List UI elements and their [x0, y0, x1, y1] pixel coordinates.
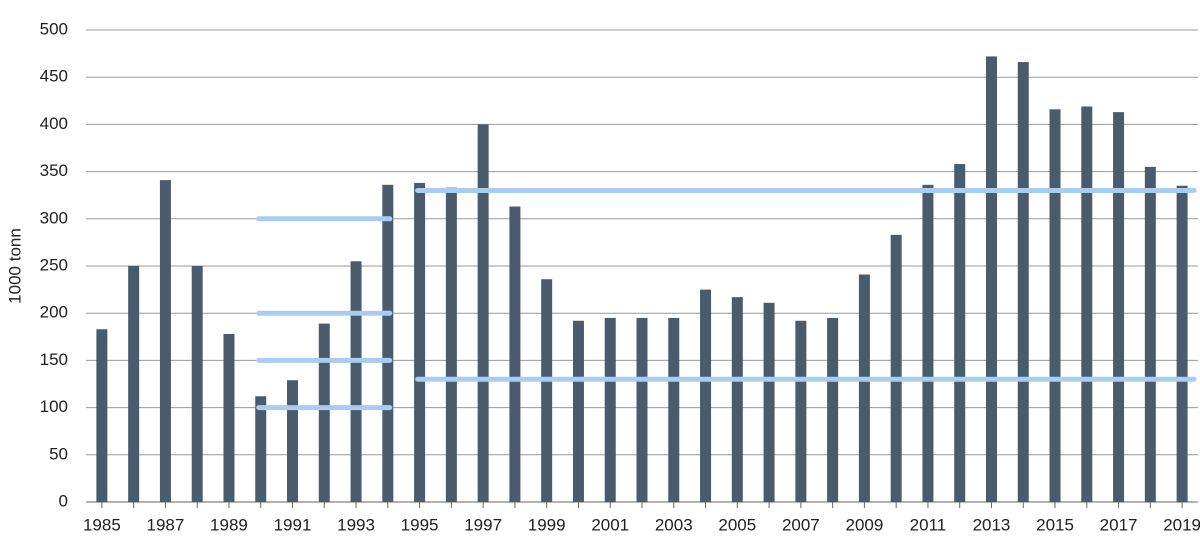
- y-tick-label: 200: [40, 303, 68, 322]
- y-tick-label: 350: [40, 161, 68, 180]
- bar: [541, 279, 553, 502]
- bar: [763, 302, 775, 502]
- x-tick-label: 1995: [401, 515, 439, 534]
- x-tick-label: 1987: [147, 515, 185, 534]
- bar: [509, 206, 521, 502]
- bar: [1176, 185, 1188, 502]
- x-tick-label: 1997: [464, 515, 502, 534]
- x-tick-label: 2001: [591, 515, 629, 534]
- x-tick-label: 2013: [973, 515, 1011, 534]
- bar: [382, 184, 394, 503]
- bar: [287, 380, 299, 502]
- bar: [731, 297, 743, 502]
- x-tick-label: 1991: [274, 515, 312, 534]
- x-tick-label: 2007: [782, 515, 820, 534]
- bar: [954, 164, 966, 502]
- x-tick-label: 1993: [337, 515, 375, 534]
- bar: [96, 329, 108, 502]
- x-tick-label: 1985: [83, 515, 121, 534]
- x-tick-label: 2003: [655, 515, 693, 534]
- bar: [636, 317, 648, 502]
- y-tick-label: 50: [49, 444, 68, 463]
- bar: [890, 234, 902, 502]
- bar: [700, 289, 712, 502]
- y-tick-label: 400: [40, 114, 68, 133]
- x-tick-label: 2015: [1036, 515, 1074, 534]
- y-tick-label: 0: [59, 491, 68, 510]
- x-tick-label: 1989: [210, 515, 248, 534]
- bar: [922, 184, 934, 503]
- x-tick-label: 2009: [845, 515, 883, 534]
- y-tick-label: 450: [40, 67, 68, 86]
- bar: [1113, 112, 1125, 503]
- bar: [1017, 62, 1029, 502]
- bar: [1049, 109, 1061, 503]
- y-tick-label: 250: [40, 255, 68, 274]
- bar: [223, 333, 235, 502]
- y-axis-label: 1000 tonn: [5, 228, 24, 304]
- bar: [668, 317, 680, 502]
- bar: [795, 320, 807, 502]
- y-tick-label: 500: [40, 19, 68, 38]
- bar: [159, 180, 171, 502]
- x-tick-label: 2019: [1163, 515, 1200, 534]
- x-tick-label: 1999: [528, 515, 566, 534]
- bar: [477, 124, 489, 503]
- bar: [572, 320, 584, 502]
- bar: [1144, 166, 1156, 502]
- bar: [255, 396, 267, 502]
- bar: [985, 56, 997, 502]
- x-tick-label: 2011: [910, 515, 947, 534]
- bar: [858, 274, 870, 502]
- bar: [318, 323, 330, 502]
- x-tick-label: 2017: [1100, 515, 1138, 534]
- y-tick-label: 100: [40, 397, 68, 416]
- bar: [128, 266, 140, 502]
- bar: [191, 266, 203, 502]
- bar: [604, 317, 616, 502]
- bar: [827, 317, 839, 502]
- y-tick-label: 300: [40, 208, 68, 227]
- bar: [350, 261, 362, 502]
- bar: [445, 187, 457, 502]
- x-tick-label: 2005: [718, 515, 756, 534]
- bar: [1081, 106, 1093, 503]
- bar: [414, 182, 426, 503]
- y-tick-label: 150: [40, 350, 68, 369]
